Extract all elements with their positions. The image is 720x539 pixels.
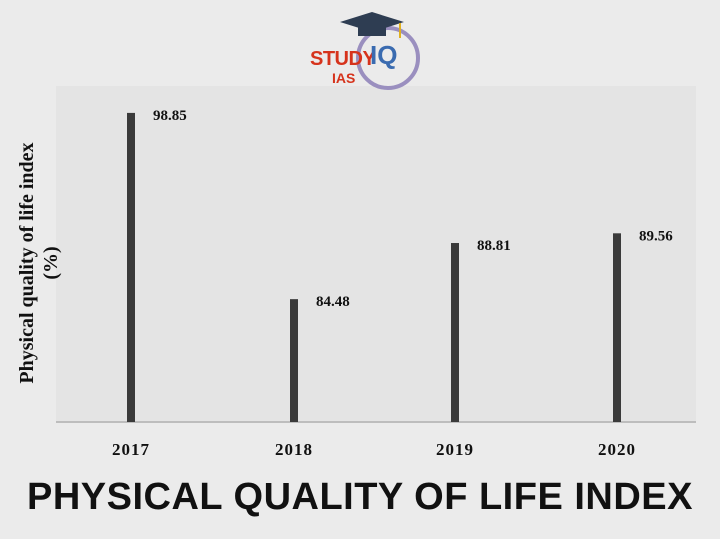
bar-2020 <box>613 233 621 422</box>
x-tick-label-2019: 2019 <box>436 440 474 459</box>
bar-2018 <box>290 299 298 422</box>
value-label-2017: 98.85 <box>153 108 187 124</box>
y-axis-label-line-1: Physical quality of life index <box>16 142 38 384</box>
graduation-cap-icon <box>340 12 420 90</box>
bar-2017 <box>127 112 135 423</box>
x-tick-label-2017: 2017 <box>112 440 150 459</box>
logo-wordmark: STUDY <box>310 48 376 70</box>
bar-2019 <box>451 243 459 422</box>
logo-iq: IQ <box>370 40 398 70</box>
x-tick-label-2018: 2018 <box>275 440 313 459</box>
plot-area <box>56 86 696 422</box>
studyiq-logo: STUDY IQ IAS <box>300 6 420 96</box>
value-label-2019: 88.81 <box>477 238 511 254</box>
value-label-2020: 89.56 <box>639 228 673 244</box>
logo-subtext: IAS <box>332 70 356 86</box>
chart-title: PHYSICAL QUALITY OF LIFE INDEX <box>27 476 693 518</box>
x-tick-label-2020: 2020 <box>598 440 636 459</box>
y-axis-label-line-2: (%) <box>40 246 62 280</box>
value-label-2018: 84.48 <box>316 294 350 310</box>
y-axis-label: Physical quality of life index (%) <box>15 113 65 413</box>
